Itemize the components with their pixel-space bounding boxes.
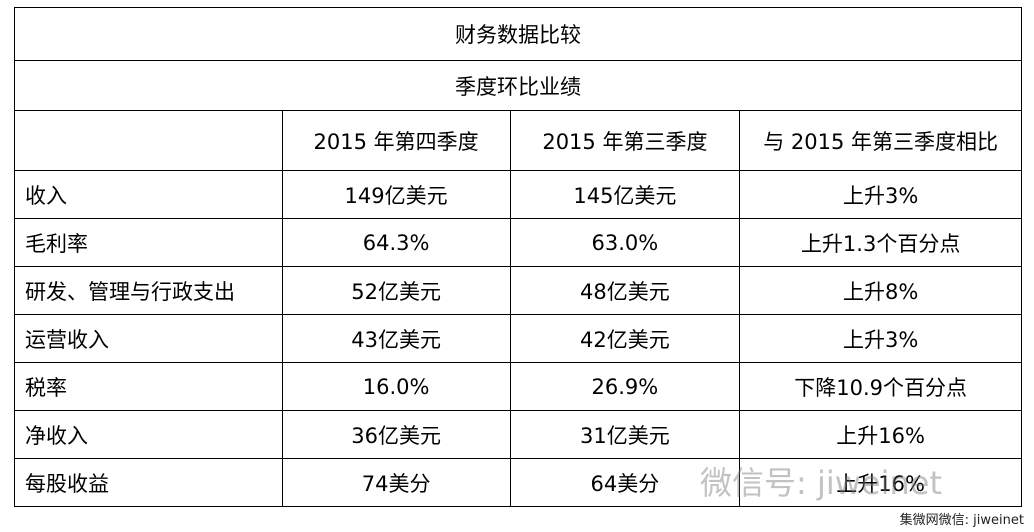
cell: 上升1.3个百分点 (739, 218, 1022, 267)
header-cell: 2015 年第四季度 (281, 110, 511, 171)
cell: 145亿美元 (509, 170, 741, 219)
row-label: 税率 (14, 362, 283, 411)
watermark: 微信号: jiweinet (700, 464, 943, 502)
cell: 31亿美元 (509, 410, 741, 459)
cell: 16.0% (281, 362, 511, 411)
cell: 上升16% (739, 458, 1022, 507)
table-subtitle: 季度环比业绩 (14, 60, 1022, 111)
header-cell (14, 110, 283, 171)
cell: 48亿美元 (509, 266, 741, 315)
cell: 64.3% (281, 218, 511, 267)
cell: 42亿美元 (509, 314, 741, 363)
row-label: 研发、管理与行政支出 (14, 266, 283, 315)
row-label: 净收入 (14, 410, 283, 459)
row-label: 收入 (14, 170, 283, 219)
table-row: 净收入 36亿美元 31亿美元 上升16% (14, 410, 1022, 459)
row-label: 每股收益 (14, 458, 283, 507)
row-label: 毛利率 (14, 218, 283, 267)
header-cell: 2015 年第三季度 (509, 110, 741, 171)
cell: 上升16% (739, 410, 1022, 459)
cell: 上升3% (739, 170, 1022, 219)
cell: 36亿美元 (281, 410, 511, 459)
row-label: 运营收入 (14, 314, 283, 363)
cell: 74美分 (281, 458, 511, 507)
cell: 26.9% (509, 362, 741, 411)
comparison-table: 财务数据比较 季度环比业绩 2015 年第四季度 2015 年第三季度与 2015… (14, 7, 1022, 507)
table-row: 每股收益 74美分 64美分 上升16% (14, 458, 1022, 507)
table-row: 毛利率 64.3% 63.0% 上升1.3个百分点 (14, 218, 1022, 267)
cell: 上升3% (739, 314, 1022, 363)
cell: 63.0% (509, 218, 741, 267)
credit: 集微网微信: jiweinet (899, 513, 1024, 528)
table-row: 税率 16.0% 26.9% 下降10.9个百分点 (14, 362, 1022, 411)
table-row: 运营收入 43亿美元 42亿美元 上升3% (14, 314, 1022, 363)
cell: 下降10.9个百分点 (739, 362, 1022, 411)
cell: 52亿美元 (281, 266, 511, 315)
cell: 64美分 (509, 458, 741, 507)
cell: 上升8% (739, 266, 1022, 315)
table-row: 研发、管理与行政支出 52亿美元 48亿美元 上升8% (14, 266, 1022, 315)
table-row: 收入 149亿美元 145亿美元 上升3% (14, 170, 1022, 219)
cell: 149亿美元 (281, 170, 511, 219)
header-cell: 与 2015 年第三季度相比 (739, 110, 1022, 171)
table-title: 财务数据比较 (14, 7, 1022, 61)
cell: 43亿美元 (281, 314, 511, 363)
